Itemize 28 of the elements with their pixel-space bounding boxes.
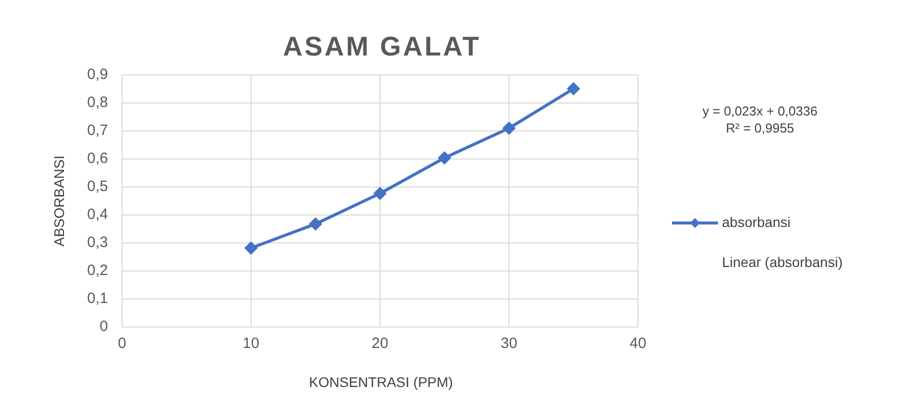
text: R² = 0,9955 bbox=[726, 120, 794, 136]
chart-title: ASAM GALAT bbox=[283, 31, 481, 62]
point bbox=[309, 217, 322, 230]
point bbox=[374, 186, 386, 200]
y-tick-label: 0,8 bbox=[87, 94, 108, 112]
y-tick-label: 0,6 bbox=[87, 150, 108, 168]
y-tick-label: 0,5 bbox=[87, 178, 108, 196]
x-tick-label: 20 bbox=[372, 335, 388, 352]
x-axis-title: KONSENTRASI (PPM) bbox=[309, 374, 453, 390]
x-tick-label: 40 bbox=[630, 335, 646, 352]
y-tick-label: 0,9 bbox=[87, 66, 108, 84]
point bbox=[244, 242, 258, 255]
x-tick-label: 30 bbox=[500, 335, 518, 352]
y-tick-label: 0,7 bbox=[87, 122, 108, 140]
y-axis-title: ABSORBANSI bbox=[50, 155, 67, 247]
y-tick-label: 0,4 bbox=[87, 206, 108, 224]
y-tick-label: 0,2 bbox=[87, 262, 108, 280]
point bbox=[502, 122, 516, 135]
point bbox=[567, 82, 580, 96]
text: y = 0,023x + 0,0336 bbox=[702, 104, 818, 119]
x-tick-label: 10 bbox=[242, 335, 260, 352]
point bbox=[438, 151, 451, 164]
y-tick-label: 0,1 bbox=[87, 290, 108, 308]
legend-label: absorbansi bbox=[722, 214, 790, 230]
x-tick-label: 0 bbox=[118, 335, 126, 352]
y-tick-label: 0,3 bbox=[87, 234, 108, 252]
text: Linear (absorbansi) bbox=[722, 254, 843, 270]
y-tick-label: 0 bbox=[100, 318, 108, 336]
